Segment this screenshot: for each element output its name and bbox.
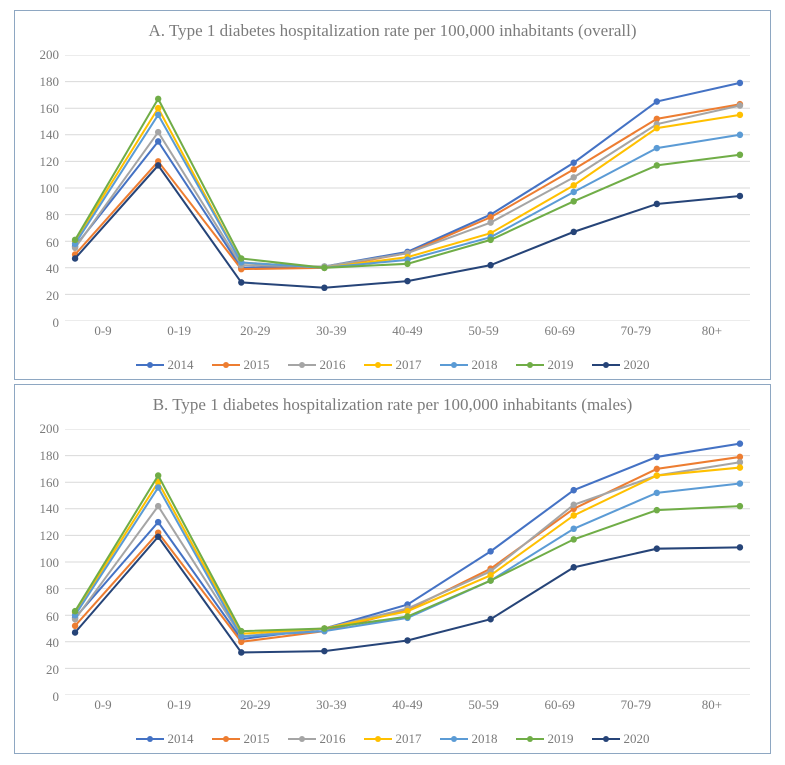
legend-item-2019: 2019	[516, 357, 574, 373]
x-tick-label: 50-59	[446, 323, 522, 341]
legend-label: 2014	[168, 731, 194, 747]
y-tick-label: 0	[19, 689, 59, 705]
x-tick-label: 0-9	[65, 697, 141, 715]
y-tick-label: 100	[19, 181, 59, 197]
series-2019	[72, 96, 743, 271]
x-tick-label: 60-69	[522, 323, 598, 341]
legend-item-2018: 2018	[440, 731, 498, 747]
legend-label: 2015	[244, 357, 270, 373]
legend-swatch-icon	[364, 360, 392, 370]
x-tick-label: 40-49	[369, 697, 445, 715]
legend-label: 2015	[244, 731, 270, 747]
legend-item-2014: 2014	[136, 357, 194, 373]
legend-label: 2018	[472, 357, 498, 373]
figure-container: A. Type 1 diabetes hospitalization rate …	[0, 0, 785, 765]
y-tick-label: 80	[19, 582, 59, 598]
legend-label: 2016	[320, 731, 346, 747]
chart-svg-overall	[65, 55, 750, 321]
legend-label: 2019	[548, 731, 574, 747]
chart-legend: 2014 2015 2016 2017 2018 2019 2020	[15, 357, 770, 373]
legend-label: 2016	[320, 357, 346, 373]
x-tick-label: 60-69	[522, 697, 598, 715]
legend-item-2020: 2020	[592, 357, 650, 373]
legend-item-2016: 2016	[288, 731, 346, 747]
chart-svg-males	[65, 429, 750, 695]
legend-label: 2017	[396, 731, 422, 747]
legend-item-2018: 2018	[440, 357, 498, 373]
y-tick-label: 40	[19, 261, 59, 277]
legend-label: 2018	[472, 731, 498, 747]
y-tick-label: 120	[19, 154, 59, 170]
legend-swatch-icon	[440, 360, 468, 370]
y-tick-label: 100	[19, 555, 59, 571]
chart-panel-males: B. Type 1 diabetes hospitalization rate …	[14, 384, 771, 754]
legend-item-2017: 2017	[364, 357, 422, 373]
y-tick-label: 160	[19, 101, 59, 117]
y-tick-label: 200	[19, 47, 59, 63]
x-tick-label: 20-29	[217, 697, 293, 715]
legend-label: 2014	[168, 357, 194, 373]
x-axis-labels: 0-90-1920-2930-3940-4950-5960-6970-7980+	[65, 697, 750, 715]
legend-swatch-icon	[288, 360, 316, 370]
x-tick-label: 0-9	[65, 323, 141, 341]
legend-item-2020: 2020	[592, 731, 650, 747]
y-tick-label: 160	[19, 475, 59, 491]
y-tick-label: 60	[19, 609, 59, 625]
plot-area	[65, 429, 750, 695]
legend-swatch-icon	[592, 360, 620, 370]
chart-legend: 2014 2015 2016 2017 2018 2019 2020	[15, 731, 770, 747]
legend-swatch-icon	[592, 734, 620, 744]
y-tick-label: 180	[19, 448, 59, 464]
y-tick-label: 200	[19, 421, 59, 437]
x-tick-label: 50-59	[446, 697, 522, 715]
y-tick-label: 40	[19, 635, 59, 651]
legend-label: 2019	[548, 357, 574, 373]
legend-item-2016: 2016	[288, 357, 346, 373]
x-tick-label: 70-79	[598, 323, 674, 341]
legend-item-2019: 2019	[516, 731, 574, 747]
legend-swatch-icon	[516, 734, 544, 744]
y-tick-label: 140	[19, 127, 59, 143]
y-tick-label: 0	[19, 315, 59, 331]
legend-item-2014: 2014	[136, 731, 194, 747]
legend-swatch-icon	[288, 734, 316, 744]
y-tick-label: 60	[19, 235, 59, 251]
y-tick-label: 140	[19, 501, 59, 517]
x-tick-label: 30-39	[293, 323, 369, 341]
legend-swatch-icon	[136, 734, 164, 744]
legend-swatch-icon	[516, 360, 544, 370]
legend-swatch-icon	[212, 360, 240, 370]
x-tick-label: 80+	[674, 323, 750, 341]
y-tick-label: 120	[19, 528, 59, 544]
x-tick-label: 0-19	[141, 323, 217, 341]
x-tick-label: 80+	[674, 697, 750, 715]
legend-swatch-icon	[136, 360, 164, 370]
x-axis-labels: 0-90-1920-2930-3940-4950-5960-6970-7980+	[65, 323, 750, 341]
legend-swatch-icon	[212, 734, 240, 744]
legend-item-2015: 2015	[212, 357, 270, 373]
y-tick-label: 80	[19, 208, 59, 224]
legend-label: 2017	[396, 357, 422, 373]
x-tick-label: 20-29	[217, 323, 293, 341]
legend-label: 2020	[624, 731, 650, 747]
legend-item-2015: 2015	[212, 731, 270, 747]
plot-area	[65, 55, 750, 321]
x-tick-label: 70-79	[598, 697, 674, 715]
x-tick-label: 30-39	[293, 697, 369, 715]
legend-swatch-icon	[364, 734, 392, 744]
y-tick-label: 20	[19, 288, 59, 304]
legend-label: 2020	[624, 357, 650, 373]
chart-title: B. Type 1 diabetes hospitalization rate …	[15, 385, 770, 415]
y-tick-label: 20	[19, 662, 59, 678]
x-tick-label: 40-49	[369, 323, 445, 341]
chart-panel-overall: A. Type 1 diabetes hospitalization rate …	[14, 10, 771, 380]
legend-swatch-icon	[440, 734, 468, 744]
chart-title: A. Type 1 diabetes hospitalization rate …	[15, 11, 770, 41]
x-tick-label: 0-19	[141, 697, 217, 715]
legend-item-2017: 2017	[364, 731, 422, 747]
y-tick-label: 180	[19, 74, 59, 90]
